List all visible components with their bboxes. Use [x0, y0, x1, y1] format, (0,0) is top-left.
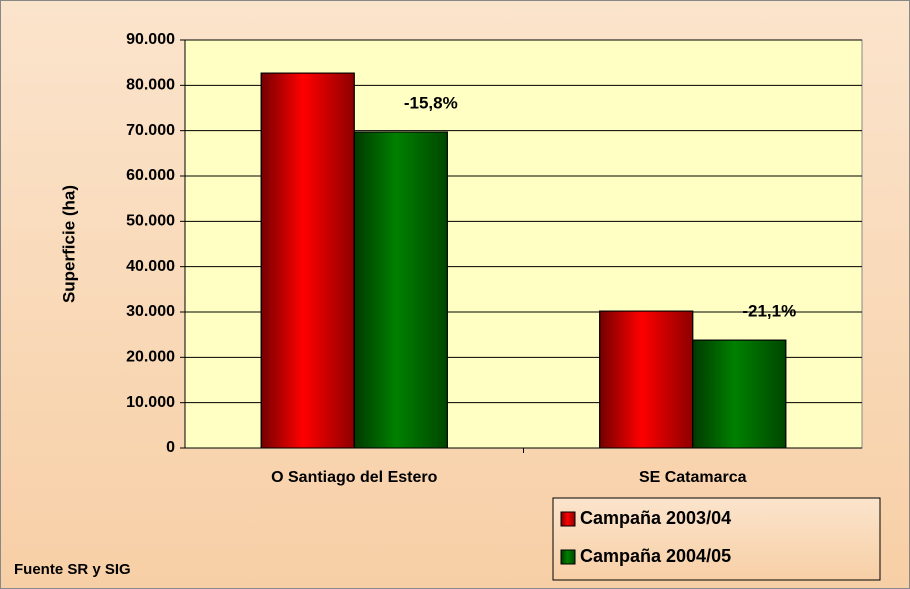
y-tick-label: 30.000 — [126, 303, 175, 320]
y-tick-label: 70.000 — [126, 122, 175, 139]
y-tick-label: 10.000 — [126, 394, 175, 411]
y-tick-label: 0 — [166, 439, 175, 456]
legend-label: Campaña 2003/04 — [580, 508, 731, 528]
legend-swatch-shade — [561, 550, 575, 564]
bar-shade — [692, 339, 787, 449]
y-tick-label: 80.000 — [126, 77, 175, 94]
legend-label: Campaña 2004/05 — [580, 546, 731, 566]
y-tick-label: 60.000 — [126, 167, 175, 184]
y-axis-label: Superficie (ha) — [59, 185, 78, 303]
bar-shade — [260, 72, 355, 449]
legend-swatch-shade — [561, 512, 575, 526]
annotation: -21,1% — [742, 302, 796, 321]
bar-shade — [353, 131, 448, 449]
bar-shade — [599, 310, 694, 449]
y-tick-label: 90.000 — [126, 31, 175, 48]
annotation: -15,8% — [404, 94, 458, 113]
y-tick-label: 50.000 — [126, 213, 175, 230]
x-tick-label: O Santiago del Estero — [271, 469, 437, 486]
y-tick-label: 40.000 — [126, 258, 175, 275]
legend-box — [552, 497, 881, 581]
source-note: Fuente SR y SIG — [14, 561, 131, 578]
y-tick-label: 20.000 — [126, 349, 175, 366]
x-tick-label: SE Catamarca — [639, 469, 747, 486]
